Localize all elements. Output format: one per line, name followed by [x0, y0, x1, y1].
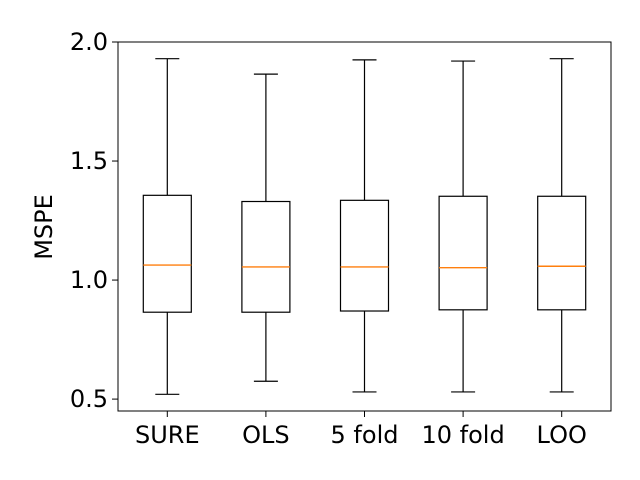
x-tick-label: 5 fold — [331, 421, 399, 449]
box-group-3 — [438, 60, 488, 393]
iqr-box — [339, 199, 390, 312]
plot-frame — [117, 41, 612, 412]
box-group-2 — [339, 59, 390, 393]
iqr-box — [142, 194, 192, 313]
y-tick-label: 2.0 — [70, 28, 108, 56]
x-tick-label: 10 fold — [421, 421, 504, 449]
axes-layer: SURE OLS 5 fold 10 fold LOO 0.5 1.0 1.5 2.0 — [70, 28, 612, 449]
y-tick-label: 1.0 — [70, 266, 108, 294]
box-group-4 — [537, 58, 587, 393]
box-group-0 — [142, 58, 192, 395]
y-tick-label: 0.5 — [70, 385, 108, 413]
iqr-box — [537, 195, 587, 311]
x-tick-label: LOO — [537, 421, 587, 449]
y-tick-label: 1.5 — [70, 147, 108, 175]
box-group-1 — [241, 73, 291, 382]
x-tick-label: OLS — [242, 421, 290, 449]
iqr-box — [241, 200, 291, 313]
iqr-box — [438, 195, 488, 311]
x-tick-label: SURE — [135, 421, 200, 449]
y-axis-label: MSPE — [30, 194, 58, 260]
boxes-layer — [142, 58, 587, 395]
